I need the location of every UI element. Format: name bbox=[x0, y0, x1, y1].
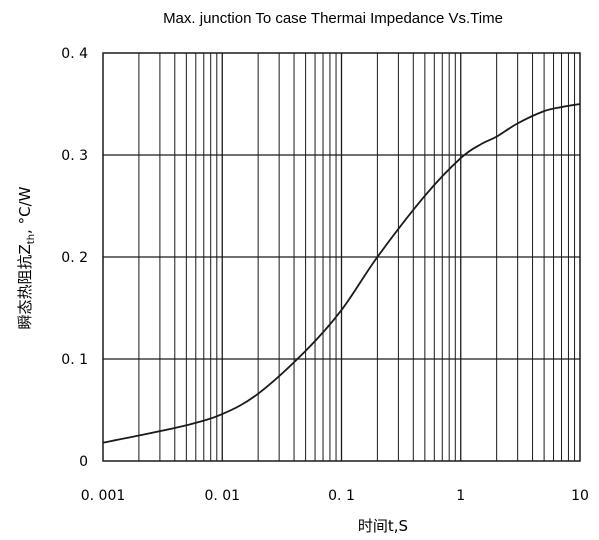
grid bbox=[103, 53, 580, 461]
chart-title: Max. junction To case Thermai Impedance … bbox=[163, 10, 503, 27]
y-axis-label: 瞬态热阻抗Zth, °C/W bbox=[16, 186, 37, 329]
plot-frame bbox=[102, 52, 581, 462]
y-axis-label-main: 瞬态热阻抗Z bbox=[16, 244, 34, 329]
y-tick-label: 0. 3 bbox=[61, 148, 88, 164]
x-tick-label: 0. 001 bbox=[81, 488, 126, 504]
y-axis-ticks: 0 0. 1 0. 2 0. 3 0. 4 bbox=[61, 46, 88, 470]
y-axis-label-unit: , °C/W bbox=[16, 186, 34, 234]
x-tick-label: 10 bbox=[571, 488, 589, 504]
y-tick-label: 0. 2 bbox=[61, 250, 88, 266]
series-line bbox=[102, 103, 581, 444]
x-axis-ticks: 0. 001 0. 01 0. 1 1 10 bbox=[81, 488, 589, 504]
y-tick-label: 0 bbox=[79, 454, 88, 470]
x-tick-label: 0. 01 bbox=[204, 488, 240, 504]
x-axis-label: 时间t,S bbox=[358, 517, 408, 535]
y-tick-label: 0. 1 bbox=[61, 352, 88, 368]
y-tick-label: 0. 4 bbox=[61, 46, 88, 62]
y-axis-label-subscript: th bbox=[26, 234, 37, 244]
x-tick-label: 0. 1 bbox=[328, 488, 355, 504]
x-tick-label: 1 bbox=[456, 488, 465, 504]
